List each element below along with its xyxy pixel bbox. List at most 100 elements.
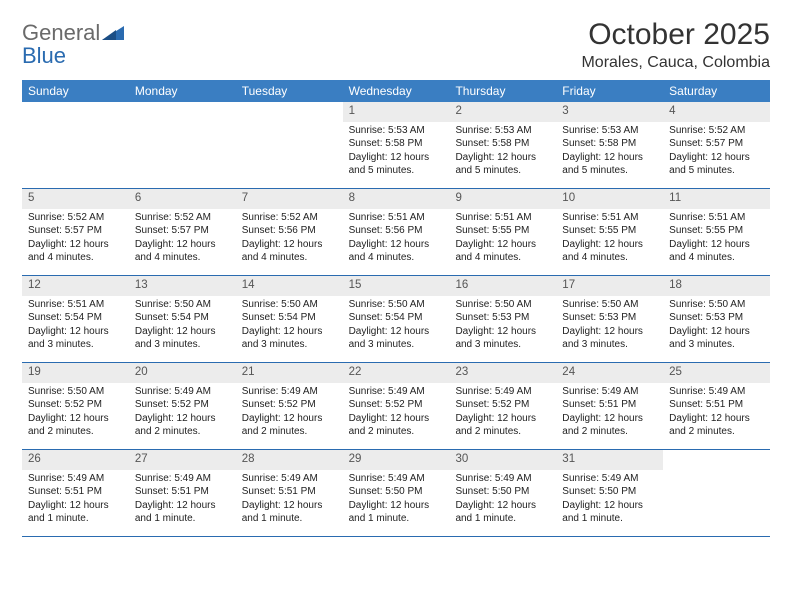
day-body: Sunrise: 5:51 AMSunset: 5:54 PMDaylight:… [22, 298, 129, 352]
day-body: Sunrise: 5:49 AMSunset: 5:52 PMDaylight:… [343, 385, 450, 439]
daylight-text: Daylight: 12 hours and 3 minutes. [349, 325, 444, 352]
day-body: Sunrise: 5:50 AMSunset: 5:53 PMDaylight:… [449, 298, 556, 352]
sunrise-text: Sunrise: 5:49 AM [28, 472, 123, 486]
day-cell: 17Sunrise: 5:50 AMSunset: 5:53 PMDayligh… [556, 276, 663, 362]
daylight-text: Daylight: 12 hours and 2 minutes. [28, 412, 123, 439]
day-number [22, 102, 129, 106]
day-cell: 5Sunrise: 5:52 AMSunset: 5:57 PMDaylight… [22, 189, 129, 275]
sunset-text: Sunset: 5:51 PM [28, 485, 123, 499]
daylight-text: Daylight: 12 hours and 1 minute. [562, 499, 657, 526]
day-number: 11 [663, 189, 770, 209]
day-number: 21 [236, 363, 343, 383]
sunrise-text: Sunrise: 5:50 AM [349, 298, 444, 312]
day-body: Sunrise: 5:50 AMSunset: 5:54 PMDaylight:… [236, 298, 343, 352]
day-number: 9 [449, 189, 556, 209]
day-cell: 3Sunrise: 5:53 AMSunset: 5:58 PMDaylight… [556, 102, 663, 188]
day-cell: 14Sunrise: 5:50 AMSunset: 5:54 PMDayligh… [236, 276, 343, 362]
sunrise-text: Sunrise: 5:49 AM [562, 472, 657, 486]
sunrise-text: Sunrise: 5:49 AM [242, 472, 337, 486]
day-cell: 6Sunrise: 5:52 AMSunset: 5:57 PMDaylight… [129, 189, 236, 275]
daylight-text: Daylight: 12 hours and 1 minute. [135, 499, 230, 526]
daylight-text: Daylight: 12 hours and 4 minutes. [562, 238, 657, 265]
daylight-text: Daylight: 12 hours and 2 minutes. [242, 412, 337, 439]
day-number: 13 [129, 276, 236, 296]
day-number: 28 [236, 450, 343, 470]
day-number: 31 [556, 450, 663, 470]
day-number [663, 450, 770, 454]
day-cell [236, 102, 343, 188]
day-body: Sunrise: 5:53 AMSunset: 5:58 PMDaylight:… [343, 124, 450, 178]
sunrise-text: Sunrise: 5:51 AM [28, 298, 123, 312]
daylight-text: Daylight: 12 hours and 3 minutes. [562, 325, 657, 352]
day-cell [22, 102, 129, 188]
sunrise-text: Sunrise: 5:49 AM [135, 385, 230, 399]
daylight-text: Daylight: 12 hours and 5 minutes. [562, 151, 657, 178]
daylight-text: Daylight: 12 hours and 3 minutes. [135, 325, 230, 352]
day-body: Sunrise: 5:50 AMSunset: 5:54 PMDaylight:… [343, 298, 450, 352]
day-body: Sunrise: 5:50 AMSunset: 5:52 PMDaylight:… [22, 385, 129, 439]
weekday-header-row: SundayMondayTuesdayWednesdayThursdayFrid… [22, 80, 770, 102]
sunrise-text: Sunrise: 5:50 AM [135, 298, 230, 312]
day-cell: 4Sunrise: 5:52 AMSunset: 5:57 PMDaylight… [663, 102, 770, 188]
logo-blue: Blue [22, 43, 66, 68]
day-cell: 18Sunrise: 5:50 AMSunset: 5:53 PMDayligh… [663, 276, 770, 362]
sunrise-text: Sunrise: 5:53 AM [455, 124, 550, 138]
sunset-text: Sunset: 5:51 PM [562, 398, 657, 412]
day-body: Sunrise: 5:51 AMSunset: 5:55 PMDaylight:… [449, 211, 556, 265]
day-cell: 15Sunrise: 5:50 AMSunset: 5:54 PMDayligh… [343, 276, 450, 362]
day-number: 23 [449, 363, 556, 383]
daylight-text: Daylight: 12 hours and 4 minutes. [669, 238, 764, 265]
day-body: Sunrise: 5:53 AMSunset: 5:58 PMDaylight:… [556, 124, 663, 178]
sunset-text: Sunset: 5:50 PM [455, 485, 550, 499]
sunset-text: Sunset: 5:51 PM [135, 485, 230, 499]
day-number: 15 [343, 276, 450, 296]
sunrise-text: Sunrise: 5:51 AM [349, 211, 444, 225]
day-cell: 20Sunrise: 5:49 AMSunset: 5:52 PMDayligh… [129, 363, 236, 449]
day-cell: 23Sunrise: 5:49 AMSunset: 5:52 PMDayligh… [449, 363, 556, 449]
week-row: 1Sunrise: 5:53 AMSunset: 5:58 PMDaylight… [22, 102, 770, 189]
day-cell [663, 450, 770, 536]
weekday-header: Saturday [663, 80, 770, 102]
day-number [236, 102, 343, 106]
day-number: 2 [449, 102, 556, 122]
logo-general: General [22, 20, 100, 45]
day-body: Sunrise: 5:51 AMSunset: 5:55 PMDaylight:… [663, 211, 770, 265]
day-cell: 1Sunrise: 5:53 AMSunset: 5:58 PMDaylight… [343, 102, 450, 188]
calendar: SundayMondayTuesdayWednesdayThursdayFrid… [22, 80, 770, 537]
daylight-text: Daylight: 12 hours and 1 minute. [242, 499, 337, 526]
sunrise-text: Sunrise: 5:52 AM [28, 211, 123, 225]
day-cell: 31Sunrise: 5:49 AMSunset: 5:50 PMDayligh… [556, 450, 663, 536]
sunset-text: Sunset: 5:53 PM [562, 311, 657, 325]
day-number: 17 [556, 276, 663, 296]
sunset-text: Sunset: 5:57 PM [135, 224, 230, 238]
logo: General Blue [22, 22, 124, 68]
daylight-text: Daylight: 12 hours and 2 minutes. [135, 412, 230, 439]
day-number: 16 [449, 276, 556, 296]
sunset-text: Sunset: 5:52 PM [349, 398, 444, 412]
week-row: 5Sunrise: 5:52 AMSunset: 5:57 PMDaylight… [22, 189, 770, 276]
day-cell: 7Sunrise: 5:52 AMSunset: 5:56 PMDaylight… [236, 189, 343, 275]
day-body: Sunrise: 5:50 AMSunset: 5:53 PMDaylight:… [556, 298, 663, 352]
daylight-text: Daylight: 12 hours and 3 minutes. [28, 325, 123, 352]
sunrise-text: Sunrise: 5:51 AM [669, 211, 764, 225]
sunset-text: Sunset: 5:53 PM [455, 311, 550, 325]
sunrise-text: Sunrise: 5:49 AM [349, 472, 444, 486]
day-body: Sunrise: 5:50 AMSunset: 5:54 PMDaylight:… [129, 298, 236, 352]
daylight-text: Daylight: 12 hours and 5 minutes. [669, 151, 764, 178]
day-number: 7 [236, 189, 343, 209]
day-body: Sunrise: 5:52 AMSunset: 5:57 PMDaylight:… [22, 211, 129, 265]
day-body: Sunrise: 5:52 AMSunset: 5:57 PMDaylight:… [129, 211, 236, 265]
day-cell: 30Sunrise: 5:49 AMSunset: 5:50 PMDayligh… [449, 450, 556, 536]
day-cell: 8Sunrise: 5:51 AMSunset: 5:56 PMDaylight… [343, 189, 450, 275]
location: Morales, Cauca, Colombia [581, 54, 770, 72]
sunrise-text: Sunrise: 5:49 AM [135, 472, 230, 486]
day-number: 3 [556, 102, 663, 122]
sunset-text: Sunset: 5:52 PM [135, 398, 230, 412]
sunset-text: Sunset: 5:51 PM [669, 398, 764, 412]
daylight-text: Daylight: 12 hours and 1 minute. [455, 499, 550, 526]
daylight-text: Daylight: 12 hours and 3 minutes. [455, 325, 550, 352]
day-cell: 28Sunrise: 5:49 AMSunset: 5:51 PMDayligh… [236, 450, 343, 536]
day-body: Sunrise: 5:49 AMSunset: 5:51 PMDaylight:… [129, 472, 236, 526]
day-body: Sunrise: 5:49 AMSunset: 5:50 PMDaylight:… [343, 472, 450, 526]
day-number: 4 [663, 102, 770, 122]
